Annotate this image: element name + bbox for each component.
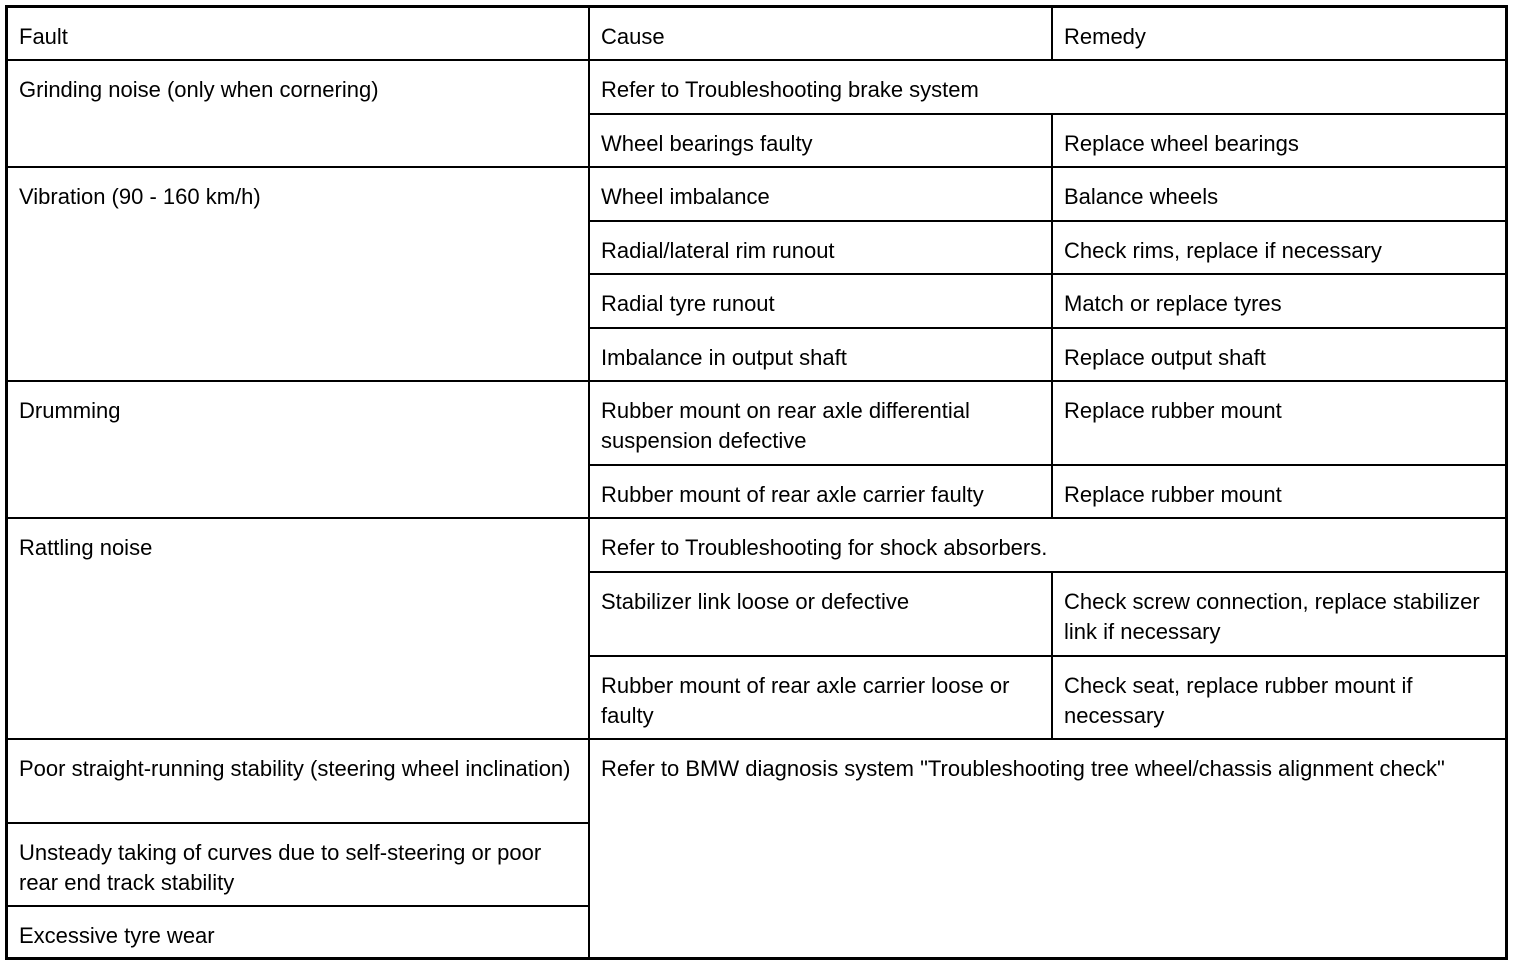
fault-cell: Grinding noise (only when cornering) bbox=[8, 61, 588, 166]
header-remedy: Remedy bbox=[1053, 8, 1505, 59]
fault-cell: Vibration (90 - 160 km/h) bbox=[8, 168, 588, 380]
reference-note: Refer to Troubleshooting brake system bbox=[590, 61, 1505, 113]
remedy-cell: Check screw connection, replace stabiliz… bbox=[1053, 573, 1505, 655]
remedy-cell: Match or replace tyres bbox=[1053, 275, 1505, 327]
troubleshooting-table: Fault Cause Remedy Grinding noise (only … bbox=[5, 5, 1508, 960]
remedy-cell: Replace rubber mount bbox=[1053, 466, 1505, 517]
remedy-cell: Replace output shaft bbox=[1053, 329, 1505, 380]
cause-cell: Radial/lateral rim runout bbox=[590, 222, 1051, 273]
cause-cell: Radial tyre runout bbox=[590, 275, 1051, 327]
cause-cell: Wheel bearings faulty bbox=[590, 115, 1051, 166]
header-fault: Fault bbox=[8, 8, 588, 59]
fault-cell: Unsteady taking of curves due to self-st… bbox=[8, 824, 588, 905]
reference-note: Refer to BMW diagnosis system "Troublesh… bbox=[590, 740, 1505, 957]
remedy-cell: Replace wheel bearings bbox=[1053, 115, 1505, 166]
cause-cell: Rubber mount on rear axle differential s… bbox=[590, 382, 1051, 464]
cause-cell: Rubber mount of rear axle carrier faulty bbox=[590, 466, 1051, 517]
cause-cell: Imbalance in output shaft bbox=[590, 329, 1051, 380]
reference-note: Refer to Troubleshooting for shock absor… bbox=[590, 519, 1505, 571]
fault-cell: Poor straight-running stability (steerin… bbox=[8, 740, 588, 822]
header-cause: Cause bbox=[590, 8, 1051, 59]
cause-cell: Wheel imbalance bbox=[590, 168, 1051, 220]
remedy-cell: Replace rubber mount bbox=[1053, 382, 1505, 464]
remedy-cell: Check rims, replace if necessary bbox=[1053, 222, 1505, 273]
remedy-cell: Check seat, replace rubber mount if nece… bbox=[1053, 657, 1505, 738]
cause-cell: Stabilizer link loose or defective bbox=[590, 573, 1051, 655]
fault-cell: Rattling noise bbox=[8, 519, 588, 738]
fault-cell: Excessive tyre wear bbox=[8, 907, 588, 957]
fault-cell: Drumming bbox=[8, 382, 588, 517]
remedy-cell: Balance wheels bbox=[1053, 168, 1505, 220]
cause-cell: Rubber mount of rear axle carrier loose … bbox=[590, 657, 1051, 738]
